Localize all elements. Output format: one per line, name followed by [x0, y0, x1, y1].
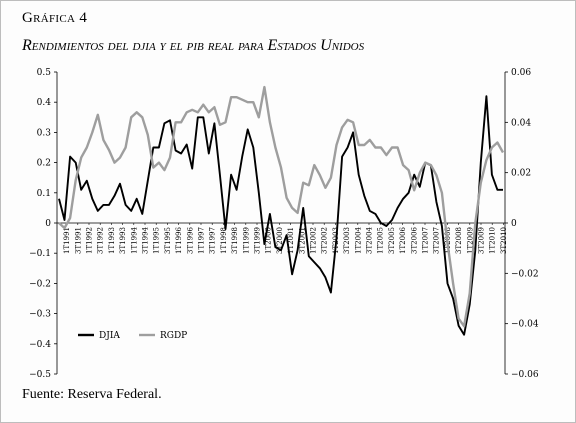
- x-tick-label: 1T2009: [466, 227, 474, 254]
- left-tick-label: 0.4: [37, 98, 52, 108]
- x-tick-label: 1T1999: [242, 227, 250, 254]
- x-tick-label: 1T2002: [310, 227, 318, 254]
- x-tick-label: 1T1992: [86, 227, 94, 254]
- x-tick-label: 1T2005: [377, 227, 385, 254]
- left-tick-label: −0.2: [29, 279, 51, 289]
- series-line-rgdp: [58, 85, 505, 328]
- x-tick-label: 1T2004: [354, 226, 362, 253]
- left-tick-label: −0.1: [29, 249, 51, 259]
- x-tick-label: 3T2006: [410, 226, 418, 253]
- x-tick-label: 1T1996: [175, 226, 183, 253]
- x-tick-label: 1T1993: [108, 227, 116, 254]
- x-tick-label: 3T2005: [388, 227, 396, 254]
- x-tick-label: 3T1999: [254, 227, 262, 254]
- x-tick-label: 3T2001: [298, 227, 306, 254]
- left-tick-label: 0.3: [37, 128, 52, 138]
- legend-label-djia: DJIA: [99, 331, 120, 341]
- x-tick-label: 3T2003: [343, 227, 351, 254]
- right-tick-label: −0.06: [511, 370, 539, 380]
- source-note: Fuente: Reserva Federal.: [22, 387, 162, 402]
- x-tick-label: 1T1994: [130, 226, 138, 253]
- x-tick-label: 3T2000: [276, 227, 284, 254]
- series-line-djia: [58, 95, 503, 336]
- chart-series: [58, 85, 505, 336]
- x-tick-label: 3T2009: [478, 227, 486, 254]
- x-tick-label: 1T2000: [265, 227, 273, 254]
- left-tick-label: −0.4: [29, 340, 51, 350]
- figure-heading: Gráfica 4: [22, 10, 88, 26]
- legend-label-rgdp: RGDP: [160, 331, 187, 341]
- left-tick-label: 0.2: [37, 159, 51, 169]
- x-tick-label: 3T1993: [119, 227, 127, 254]
- x-tick-label: 3T1997: [209, 227, 217, 254]
- left-tick-label: −0.3: [29, 310, 51, 320]
- chart-legend: DJIA RGDP: [78, 331, 187, 341]
- x-tick-label: 1T1998: [220, 227, 228, 254]
- x-tick-label: 3T1991: [74, 227, 82, 254]
- x-tick-label: 1T1995: [153, 227, 161, 254]
- x-tick-label: 1T1991: [63, 227, 71, 254]
- x-tick-label: 1T2006: [399, 226, 407, 253]
- left-tick-label: 0.1: [37, 189, 51, 199]
- x-tick-label: 1T2001: [287, 227, 295, 254]
- x-tick-label: 3T2004: [366, 226, 374, 253]
- x-tick-label: 1T2007: [422, 227, 430, 254]
- x-tick-label: 3T1995: [164, 227, 172, 254]
- left-tick-label: 0.5: [37, 68, 52, 78]
- chart-axes: 0.5 0.4 0.3 0.2 0.1 0 −0.1 −0.2 −0.3 −0.4 −0.5 0.06…: [29, 68, 539, 380]
- x-tick-label: 3T2007: [433, 227, 441, 254]
- chart-title: Rendimientos del djia y el pib real para…: [22, 37, 365, 54]
- right-tick-label: 0.04: [511, 118, 531, 128]
- x-tick-label: 3T2002: [321, 227, 329, 254]
- right-tick-label: 0.06: [511, 68, 531, 78]
- x-tick-label: 1T1997: [198, 227, 206, 254]
- x-tick-label: 1T2010: [489, 227, 497, 254]
- left-tick-label: 0: [45, 219, 51, 229]
- x-tick-label: 3T1998: [231, 227, 239, 254]
- x-tick-label: 3T1992: [97, 227, 105, 254]
- x-tick-label: 3T2008: [455, 227, 463, 254]
- right-tick-label: 0: [511, 219, 517, 229]
- x-tick-label: 3T1994: [142, 226, 150, 253]
- left-tick-label: −0.5: [29, 370, 51, 380]
- x-tick-label: 3T2010: [500, 227, 508, 254]
- x-tick-label: 3T1996: [186, 226, 194, 253]
- right-tick-label: −0.02: [511, 269, 539, 279]
- right-tick-label: 0.02: [511, 169, 531, 179]
- right-tick-label: −0.04: [511, 320, 539, 330]
